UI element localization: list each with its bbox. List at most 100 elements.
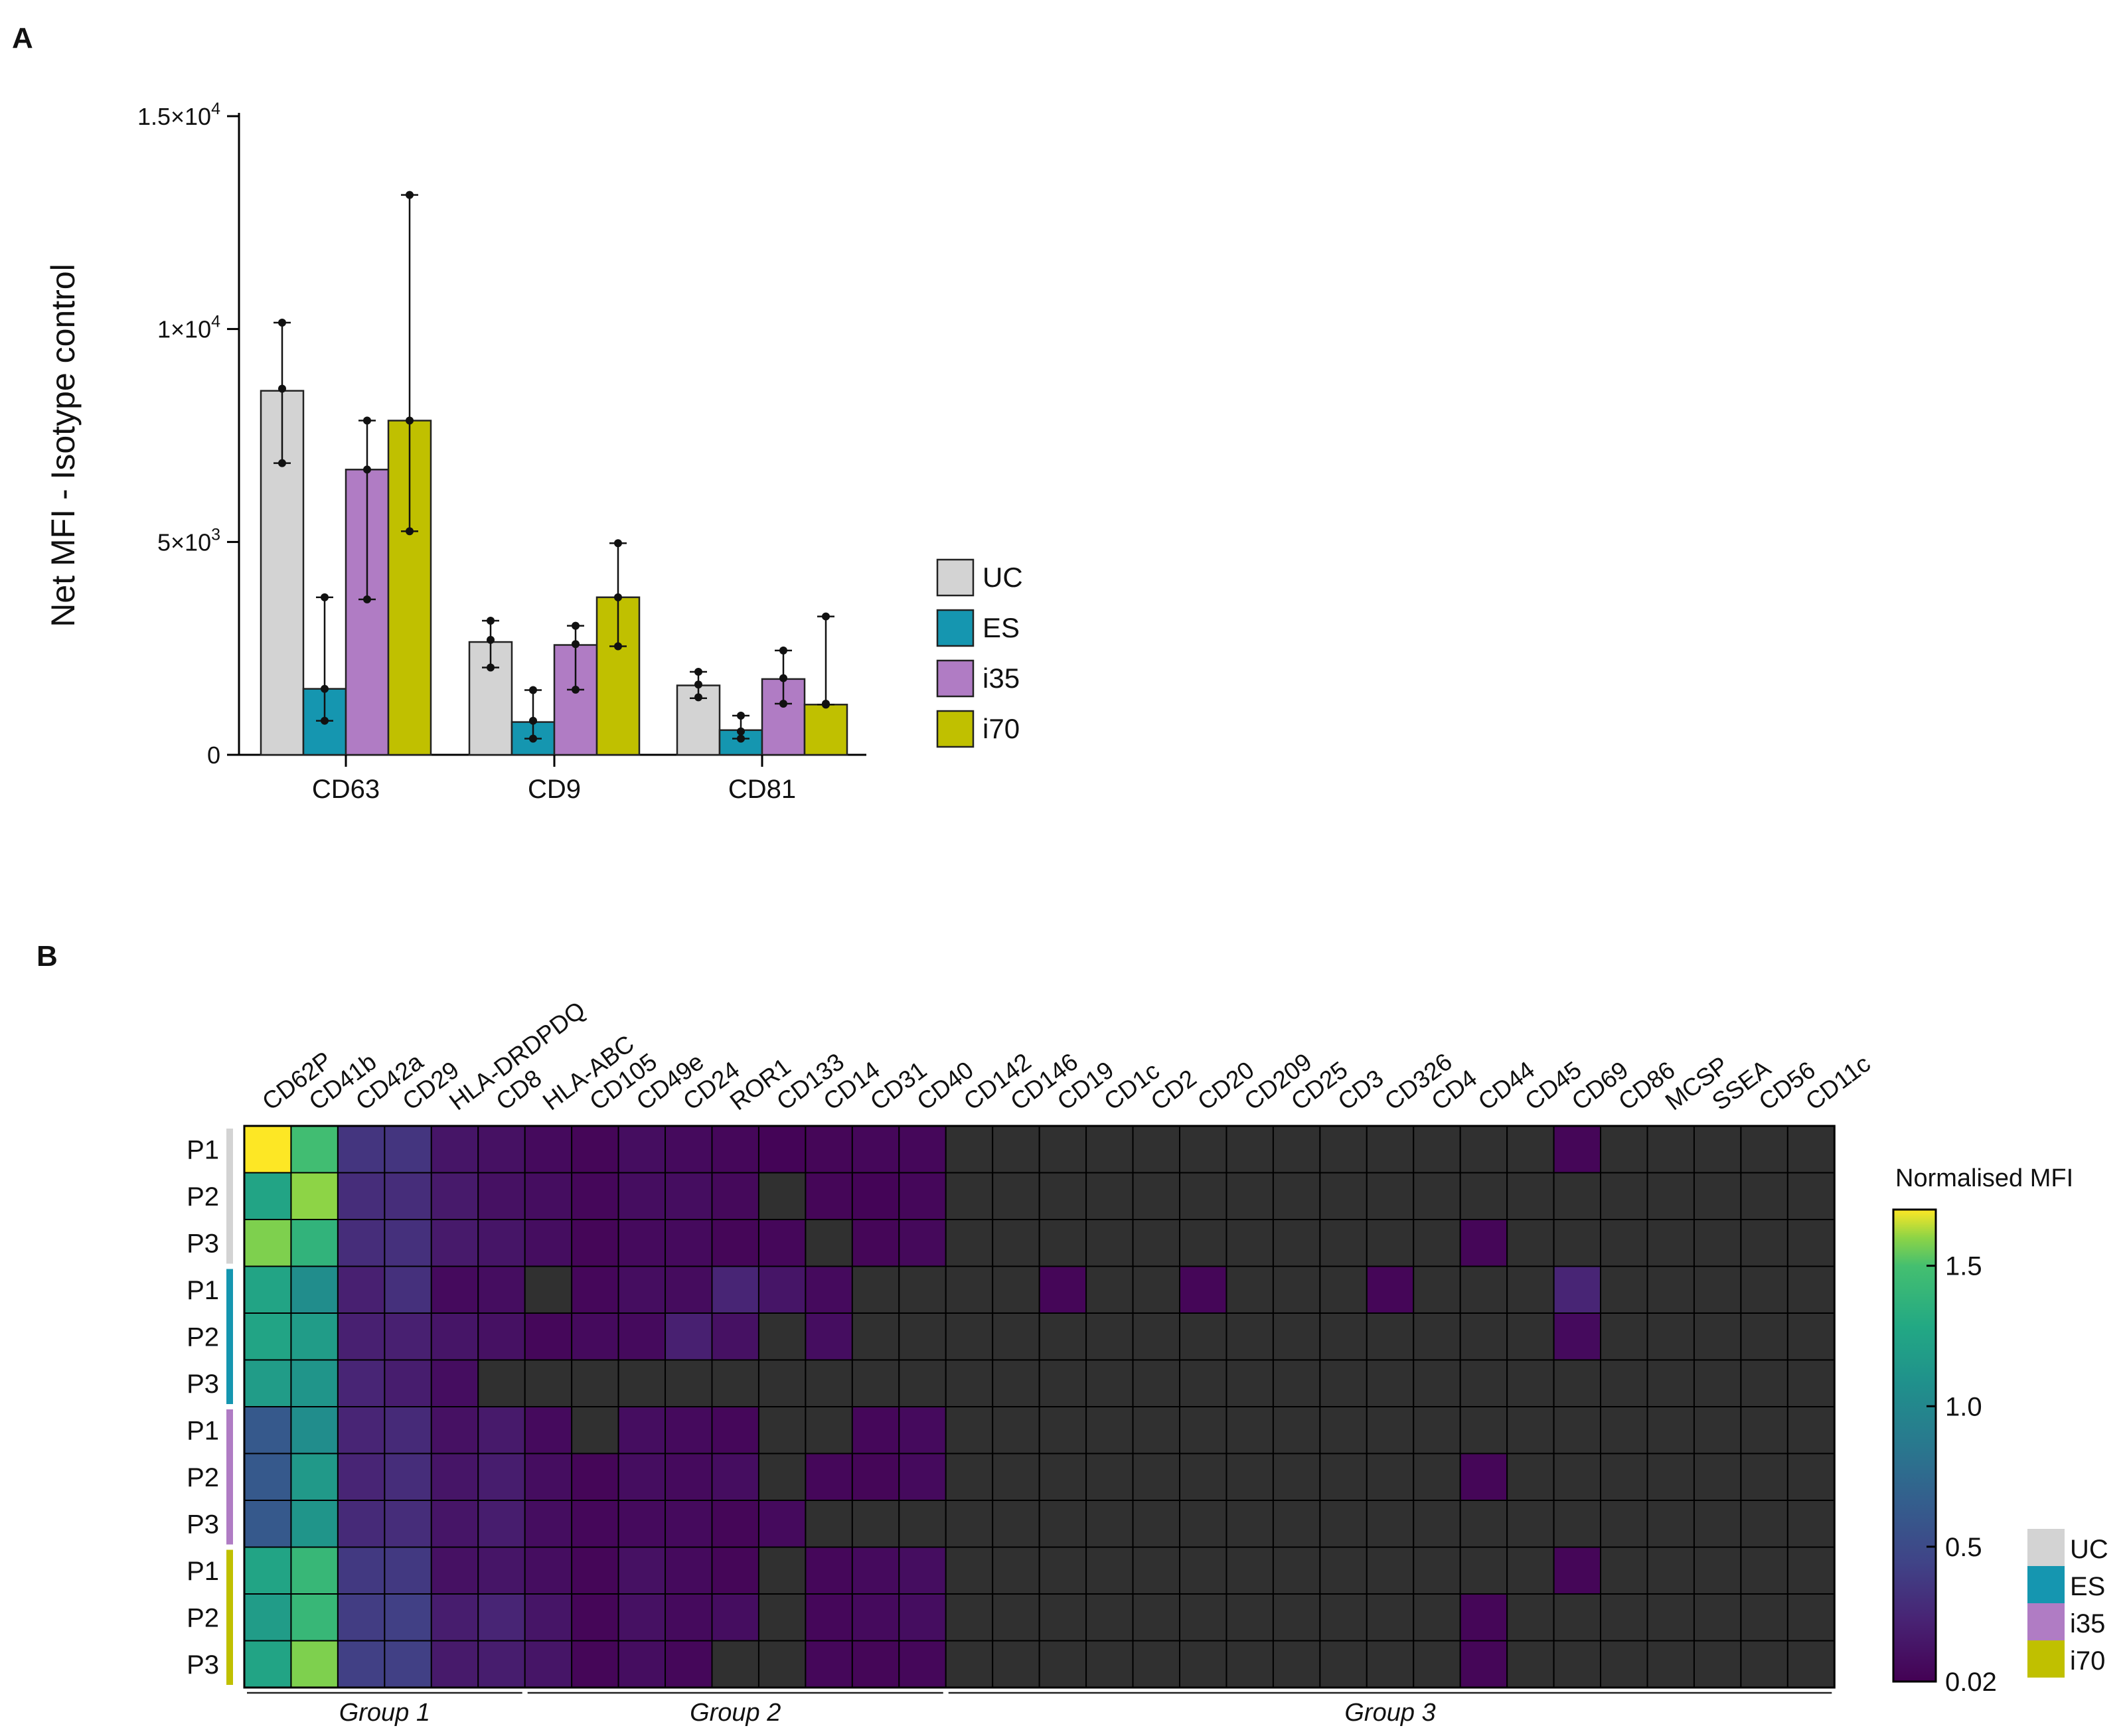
legend-label-ES: ES <box>2070 1572 2105 1601</box>
heatmap-cell <box>851 1546 900 1595</box>
row-group-bar-i70 <box>226 1549 233 1685</box>
heatmap-cell <box>1085 1546 1134 1595</box>
heatmap-cell <box>1132 1359 1181 1407</box>
heatmap-cell <box>898 1172 947 1220</box>
heatmap-cell <box>1366 1640 1415 1688</box>
heatmap-border <box>243 1125 1836 1689</box>
heatmap-cell <box>1319 1172 1368 1220</box>
heatmap-cell <box>290 1359 339 1407</box>
heatmap-cell <box>1693 1453 1742 1501</box>
heatmap-cell <box>1600 1593 1648 1642</box>
heatmap-cell <box>1085 1125 1134 1174</box>
heatmap-cell <box>851 1312 900 1361</box>
heatmap-cell <box>571 1125 619 1174</box>
heatmap-cell <box>1506 1640 1555 1688</box>
heatmap-cell <box>665 1453 713 1501</box>
heatmap-cell <box>1319 1359 1368 1407</box>
heatmap-cell <box>1786 1453 1836 1501</box>
heatmap-cell <box>617 1546 667 1595</box>
heatmap-cell <box>1646 1406 1695 1455</box>
heatmap-cell <box>1272 1593 1321 1642</box>
heatmap-cell <box>1600 1546 1648 1595</box>
heatmap-cell <box>992 1172 1040 1220</box>
row-group-bar-UC <box>226 1129 233 1264</box>
heatmap-cell <box>805 1500 853 1548</box>
heatmap-cell <box>244 1359 292 1407</box>
heatmap-cell <box>1600 1219 1648 1267</box>
heatmap-cell <box>1553 1546 1602 1595</box>
heatmap-cell <box>1459 1453 1508 1501</box>
data-point <box>363 416 371 425</box>
heatmap-cell <box>805 1265 853 1314</box>
heatmap-cell <box>430 1172 479 1220</box>
heatmap-cell <box>1225 1406 1274 1455</box>
heatmap-cell <box>571 1453 619 1501</box>
heatmap-cell <box>1413 1219 1461 1267</box>
heatmap-cell <box>1786 1265 1836 1314</box>
heatmap-cell <box>430 1312 479 1361</box>
heatmap-cell <box>1646 1265 1695 1314</box>
heatmap-cell <box>1740 1219 1788 1267</box>
panel-b-label: B <box>37 940 58 973</box>
heatmap-cell <box>992 1640 1040 1688</box>
heatmap-cell <box>477 1312 526 1361</box>
heatmap-cell <box>571 1500 619 1548</box>
heatmap-cell <box>1179 1125 1227 1174</box>
heatmap-cell <box>524 1312 573 1361</box>
heatmap-cell <box>757 1172 807 1220</box>
heatmap-cell <box>1459 1312 1508 1361</box>
heatmap-cell <box>1225 1312 1274 1361</box>
heatmap-cell <box>805 1640 853 1688</box>
heatmap-cell <box>1693 1312 1742 1361</box>
heatmap-cell <box>337 1406 386 1455</box>
heatmap-cell <box>617 1265 667 1314</box>
heatmap-cell <box>1459 1640 1508 1688</box>
y-tick-label: 5×103 <box>157 525 220 556</box>
heatmap-cell <box>290 1312 339 1361</box>
heatmap-cell <box>757 1219 807 1267</box>
heatmap-cell <box>1319 1546 1368 1595</box>
data-point <box>779 674 787 682</box>
y-tick-label: 1.5×104 <box>137 100 220 130</box>
heatmap-cell <box>1085 1219 1134 1267</box>
data-point <box>487 616 495 625</box>
heatmap-cell <box>1179 1406 1227 1455</box>
data-point <box>529 734 537 743</box>
heatmap-cell <box>665 1312 713 1361</box>
heatmap-cell <box>945 1500 994 1548</box>
heatmap-cell <box>711 1172 759 1220</box>
colorbar <box>1892 1208 1937 1683</box>
heatmap-cell <box>524 1359 573 1407</box>
colorbar-tick-label: 0.02 <box>1945 1668 1997 1697</box>
heatmap-cell <box>1786 1546 1836 1595</box>
heatmap-cell <box>617 1125 667 1174</box>
panel-a-label: A <box>12 22 33 54</box>
heatmap-cell <box>1740 1453 1788 1501</box>
heatmap-cell <box>1506 1265 1555 1314</box>
heatmap-cell <box>665 1546 713 1595</box>
heatmap-cell <box>711 1593 759 1642</box>
data-point <box>822 612 830 621</box>
heatmap-cell <box>1179 1219 1227 1267</box>
heatmap-cell <box>1693 1125 1742 1174</box>
heatmap-cell <box>477 1546 526 1595</box>
colorbar-tick-label: 1.0 <box>1945 1392 1982 1421</box>
heatmap-cell <box>1272 1453 1321 1501</box>
heatmap-cell <box>711 1219 759 1267</box>
heatmap-cell <box>1693 1593 1742 1642</box>
heatmap-cell <box>384 1359 432 1407</box>
heatmap-cell <box>1506 1312 1555 1361</box>
heatmap-cell <box>1646 1125 1695 1174</box>
heatmap-cell <box>337 1172 386 1220</box>
heatmap-cell <box>290 1640 339 1688</box>
heatmap-cell <box>1413 1546 1461 1595</box>
heatmap-cell <box>757 1359 807 1407</box>
heatmap-cell <box>617 1172 667 1220</box>
heatmap-cell <box>992 1500 1040 1548</box>
data-point <box>406 191 414 199</box>
heatmap-cell <box>1506 1406 1555 1455</box>
heatmap-cell <box>1553 1640 1602 1688</box>
legend-swatch-ES <box>936 609 975 647</box>
heatmap-cell <box>805 1453 853 1501</box>
heatmap-cell <box>805 1219 853 1267</box>
